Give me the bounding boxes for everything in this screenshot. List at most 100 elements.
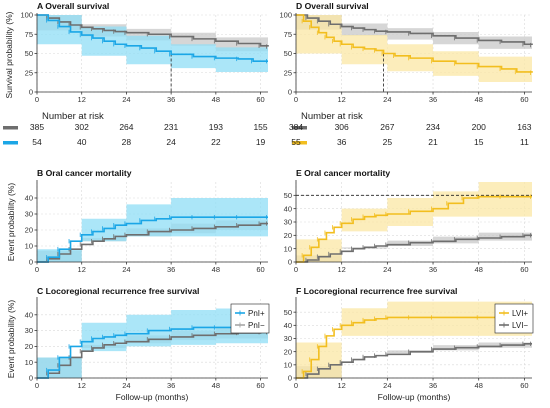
legend: LVI+ LVI− — [494, 303, 534, 334]
x-tick-label: 24 — [122, 265, 130, 274]
series-line — [37, 14, 268, 62]
series-line — [296, 316, 532, 379]
series-line — [296, 14, 533, 73]
y-tick-label: 40 — [284, 321, 292, 330]
legend-label: PnI− — [248, 321, 265, 330]
panel-title: A Overall survival — [37, 1, 109, 11]
x-tick-label: 60 — [256, 265, 264, 274]
risk-count: 200 — [472, 122, 486, 132]
risk-count: 163 — [517, 122, 531, 132]
y-tick-label: 20 — [25, 342, 33, 351]
series-line — [296, 14, 533, 46]
series-line — [296, 342, 532, 379]
x-tick-label: 24 — [122, 381, 130, 390]
x-axis-title: Follow-up (months) — [378, 392, 451, 402]
x-tick-label: 36 — [167, 381, 175, 390]
risk-count: 231 — [164, 122, 178, 132]
risk-count: 234 — [426, 122, 440, 132]
legend-label: LVI+ — [512, 309, 528, 318]
risk-count: 54 — [32, 137, 42, 147]
series-line — [37, 14, 269, 47]
panel-b: B Oral cancer mortality 0 10 20 30 40 0 12 24 36 4… — [25, 168, 269, 274]
x-tick-label: 48 — [212, 381, 220, 390]
legend-box — [494, 303, 534, 334]
y-tick-label: 30 — [284, 218, 292, 227]
x-tick-label: 24 — [122, 95, 130, 104]
ci-band — [37, 15, 269, 52]
y-tick-label: 0 — [288, 258, 292, 267]
x-tick-label: 12 — [338, 265, 346, 274]
y-tick-label: 100 — [20, 11, 33, 20]
x-tick-label: 48 — [212, 265, 220, 274]
series-line — [37, 216, 268, 263]
y-tick-label: 50 — [25, 49, 33, 58]
panel-title: D Overall survival — [296, 1, 369, 11]
risk-count: 385 — [30, 122, 44, 132]
x-tick-label: 24 — [383, 265, 391, 274]
x-axis-title: Follow-up (months) — [116, 392, 189, 402]
y-tick-label: 50 — [284, 49, 292, 58]
risk-row-swatch — [3, 126, 18, 130]
risk-count: 306 — [335, 122, 349, 132]
y-tick-label: 20 — [25, 226, 33, 235]
number-at-risk-title: Number at risk — [42, 111, 104, 122]
y-tick-label: 0 — [29, 258, 33, 267]
risk-count: 11 — [520, 137, 529, 147]
x-tick-label: 48 — [475, 95, 483, 104]
y-tick-label: 0 — [288, 374, 292, 383]
risk-row-swatch — [292, 141, 307, 145]
y-tick-label: 50 — [284, 191, 292, 200]
ci-band — [296, 301, 533, 378]
x-tick-label: 48 — [475, 265, 483, 274]
y-tick-label: 75 — [284, 30, 292, 39]
x-tick-label: 24 — [383, 381, 391, 390]
x-tick-label: 12 — [78, 265, 86, 274]
risk-count: 267 — [380, 122, 394, 132]
panel-title: F Locoregional recurrence free survival — [296, 286, 457, 296]
x-tick-label: 60 — [256, 381, 264, 390]
panel-title: C Locoregional recurrence free survival — [37, 286, 199, 296]
y-tick-label: 10 — [284, 244, 292, 253]
y-tick-label: 40 — [25, 194, 33, 203]
risk-count: 25 — [383, 137, 393, 147]
x-tick-label: 36 — [429, 381, 437, 390]
y-tick-label: 20 — [284, 347, 292, 356]
y-tick-label: 30 — [25, 210, 33, 219]
y-axis-title-event: Event probability (%) — [6, 183, 16, 262]
series-line — [37, 331, 268, 379]
y-axis-title-event: Event probability (%) — [6, 300, 16, 379]
legend: PnI+ PnI− — [230, 303, 270, 334]
legend-label: PnI+ — [248, 309, 265, 318]
y-tick-label: 25 — [25, 68, 33, 77]
series-line — [37, 324, 269, 379]
risk-count: 40 — [77, 137, 87, 147]
series-line — [296, 195, 532, 263]
risk-count: 155 — [253, 122, 267, 132]
x-tick-label: 60 — [520, 95, 528, 104]
panel-a: A Overall survival 0 25 50 75 100 0 12 24 36 48 60 N… — [3, 1, 269, 147]
x-tick-label: 36 — [429, 95, 437, 104]
x-tick-label: 36 — [167, 95, 175, 104]
risk-count: 24 — [166, 137, 176, 147]
ci-band — [296, 230, 533, 262]
ci-band — [37, 305, 269, 378]
risk-count: 55 — [291, 137, 301, 147]
risk-row-swatch — [292, 126, 307, 130]
x-tick-label: 36 — [429, 265, 437, 274]
panel-title: E Oral cancer mortality — [296, 168, 390, 178]
x-tick-label: 12 — [338, 95, 346, 104]
risk-count: 15 — [474, 137, 484, 147]
x-tick-label: 24 — [383, 95, 391, 104]
series-line — [37, 222, 268, 263]
number-at-risk-title: Number at risk — [301, 111, 363, 122]
ci-band — [296, 15, 533, 82]
x-tick-label: 0 — [35, 265, 39, 274]
x-tick-label: 36 — [167, 265, 175, 274]
y-tick-label: 40 — [284, 204, 292, 213]
risk-count: 384 — [289, 122, 303, 132]
x-tick-label: 12 — [78, 95, 86, 104]
risk-row-swatch — [3, 141, 18, 145]
y-tick-label: 0 — [29, 374, 33, 383]
risk-count: 302 — [75, 122, 89, 132]
